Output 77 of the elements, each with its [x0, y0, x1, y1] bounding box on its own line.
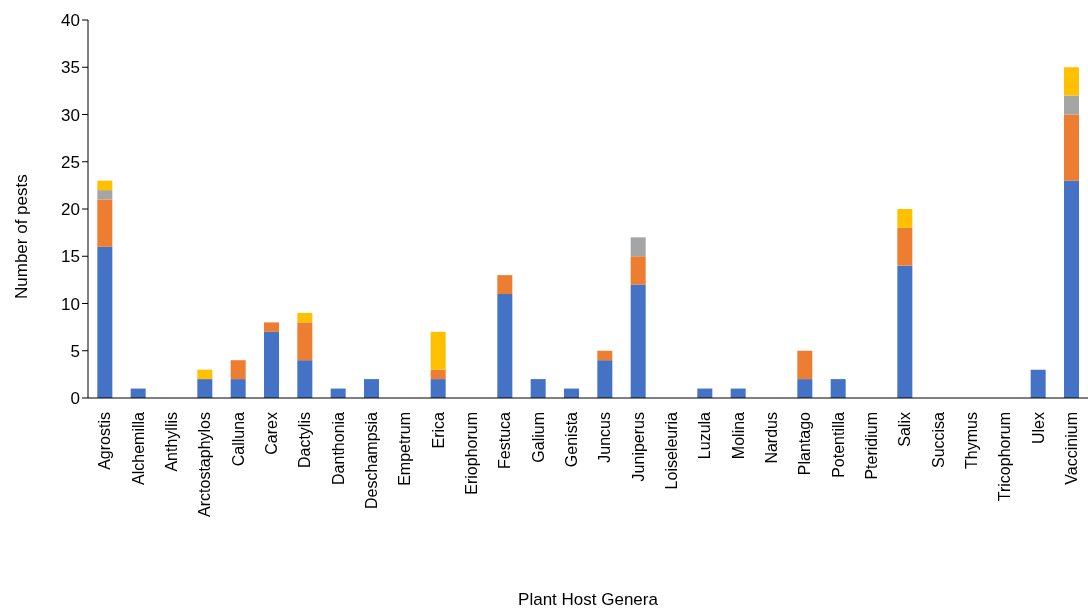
x-tick-label: Anthyllis: [162, 412, 180, 472]
bar: [97, 180, 113, 191]
bar: [364, 379, 379, 398]
bar: [297, 312, 313, 323]
bar: [97, 246, 113, 398]
x-tick-label: Nardus: [762, 412, 780, 464]
x-tick-label: Dactylis: [296, 412, 314, 469]
x-tick-label: Succisa: [929, 411, 947, 469]
bar: [97, 199, 113, 247]
y-tick-label: 25: [61, 152, 80, 172]
x-tick-label: Salix: [896, 412, 914, 447]
y-tick-label: 15: [61, 247, 80, 267]
x-tick-label: Plantago: [796, 411, 814, 476]
bar: [297, 322, 313, 361]
x-tick-label: Potentilla: [829, 411, 847, 478]
x-tick-label: Tricophorum: [996, 412, 1014, 502]
bar: [264, 322, 279, 332]
x-tick-label: Eriophorum: [462, 412, 480, 495]
bar: [1064, 95, 1079, 115]
bar: [797, 350, 813, 380]
y-tick-label: 10: [61, 294, 80, 314]
x-tick-label: Carex: [262, 412, 280, 455]
bar: [197, 379, 213, 398]
bar: [430, 369, 446, 380]
x-tick-label: Danthonia: [329, 411, 347, 485]
bar: [230, 379, 246, 398]
bar: [830, 379, 846, 398]
bar: [297, 360, 313, 398]
y-axis-title: Number of pests: [12, 174, 32, 299]
x-tick-label: Ulex: [1029, 412, 1047, 445]
bar: [797, 379, 813, 398]
bar: [97, 190, 113, 200]
x-tick-label: Agrostis: [96, 412, 114, 470]
y-tick-label: 0: [70, 389, 80, 409]
y-tick-label: 40: [61, 11, 80, 31]
bar: [597, 360, 613, 398]
y-tick-label: 30: [61, 105, 80, 125]
x-tick-label: Juniperus: [629, 412, 647, 482]
bar: [230, 360, 246, 380]
bar: [264, 331, 279, 398]
x-tick-label: Juncus: [596, 412, 614, 463]
x-tick-label: Pteridium: [862, 412, 880, 480]
bar: [1064, 67, 1079, 96]
bar: [630, 256, 646, 285]
bar: [1030, 369, 1046, 398]
bar: [197, 369, 213, 380]
x-tick-label: Luzula: [696, 411, 714, 460]
x-tick-label: Molina: [729, 411, 747, 460]
bar: [897, 265, 913, 398]
bar: [630, 284, 646, 398]
x-tick-label: Thymus: [962, 412, 980, 469]
y-tick-label: 20: [61, 200, 80, 220]
bar: [1064, 180, 1079, 398]
bar: [497, 275, 513, 295]
x-tick-label: Vaccinium: [1062, 412, 1080, 485]
bar: [497, 294, 513, 398]
y-tick-label: 5: [70, 341, 80, 361]
x-tick-label: Arctostaphylos: [196, 412, 214, 517]
bar: [430, 331, 446, 370]
bar: [897, 227, 913, 266]
bar: [630, 237, 646, 257]
x-tick-label: Loiseleuria: [662, 411, 680, 490]
x-axis-title: Plant Host Genera: [517, 590, 659, 610]
x-tick-label: Empetrum: [396, 412, 414, 486]
x-tick-label: Erica: [429, 411, 447, 449]
y-tick-label: 35: [61, 58, 80, 78]
bar: [430, 379, 446, 398]
x-tick-label: Galium: [529, 412, 547, 463]
x-tick-label: Deschampsia: [362, 411, 380, 509]
bar: [597, 350, 613, 361]
bar: [530, 379, 546, 398]
x-tick-label: Alchemilla: [129, 411, 147, 485]
bar: [897, 209, 913, 228]
bar: [1064, 114, 1079, 181]
x-tick-label: Calluna: [229, 411, 247, 467]
x-tick-label: Genista: [562, 411, 580, 468]
x-tick-label: Festuca: [496, 411, 514, 469]
